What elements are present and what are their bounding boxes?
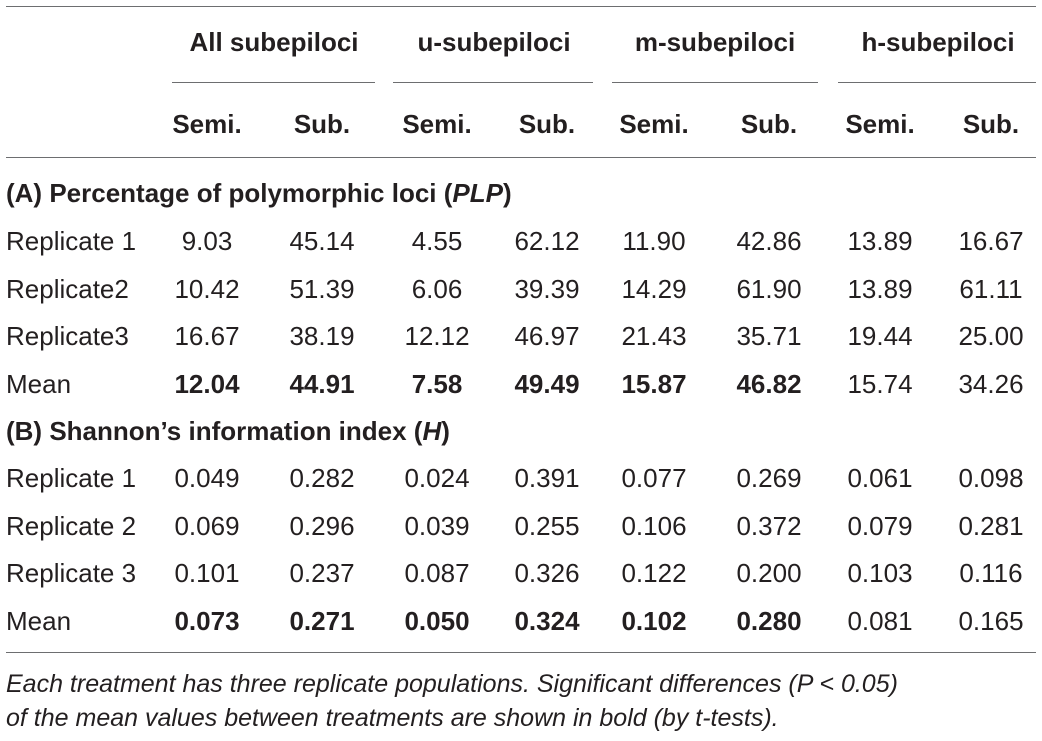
- table-cell: 0.122: [621, 558, 687, 588]
- row-label: Mean: [6, 368, 72, 399]
- subcolumn-header: Sub.: [518, 109, 576, 139]
- table-cell: 4.55: [411, 226, 463, 256]
- table-cell: 0.255: [514, 510, 580, 541]
- subcolumn-header: Semi.: [619, 109, 689, 139]
- table-cell: 16.67: [174, 321, 240, 351]
- bottom-rule: [6, 652, 1036, 653]
- table-cell: 0.102: [621, 605, 687, 636]
- table-cell: 0.098: [958, 463, 1024, 493]
- table-cell: 15.87: [621, 368, 687, 399]
- table-cell: 13.89: [847, 273, 913, 304]
- section-heading: (A) Percentage of polymorphic loci (PLP): [6, 178, 512, 208]
- table-cell: 0.087: [404, 558, 470, 588]
- table-cell: 0.200: [736, 558, 802, 588]
- subcolumn-header: Sub.: [293, 109, 351, 139]
- table-cell: 0.106: [621, 510, 687, 541]
- footnote-line-1: Each treatment has three replicate popul…: [6, 670, 898, 698]
- table-cell: 12.12: [404, 321, 470, 351]
- table-cell: 12.04: [174, 368, 240, 399]
- table-cell: 39.39: [514, 273, 580, 304]
- subcolumn-header: Sub.: [962, 109, 1020, 139]
- table-cell: 46.97: [514, 321, 580, 351]
- row-label: Replicate 2: [6, 510, 137, 541]
- table-cell: 38.19: [289, 321, 355, 351]
- group-header: u-subepiloci: [417, 27, 571, 57]
- table-cell: 7.58: [411, 368, 463, 399]
- row-label: Replicate 1: [6, 226, 137, 256]
- group-rule-h: [838, 82, 1036, 83]
- table-cell: 0.271: [289, 605, 355, 636]
- table-cell: 0.079: [847, 510, 913, 541]
- table-cell: 61.11: [959, 273, 1023, 304]
- table-cell: 0.326: [514, 558, 580, 588]
- group-header: m-subepiloci: [634, 27, 796, 57]
- table-cell: 46.82: [736, 368, 802, 399]
- table-cell: 0.061: [847, 463, 913, 493]
- table-cell: 0.101: [174, 558, 240, 588]
- table-cell: 0.280: [736, 605, 802, 636]
- table-cell: 11.90: [622, 226, 686, 256]
- table-cell: 13.89: [847, 226, 913, 256]
- table-cell: 34.26: [958, 368, 1024, 399]
- group-rule-u: [393, 82, 593, 83]
- table-cell: 0.077: [621, 463, 687, 493]
- table-cell: 61.90: [736, 273, 802, 304]
- table-cell: 0.073: [174, 605, 240, 636]
- table-cell: 0.116: [959, 558, 1023, 588]
- top-rule: [6, 6, 1036, 7]
- table-cell: 0.039: [404, 510, 470, 541]
- table-cell: 42.86: [736, 226, 802, 256]
- group-rule-all: [172, 82, 375, 83]
- group-header: h-subepiloci: [861, 27, 1015, 57]
- group-rule-m: [612, 82, 818, 83]
- table-cell: 0.049: [174, 463, 240, 493]
- table-cell: 0.269: [736, 463, 802, 493]
- table-cell: 10.42: [174, 273, 240, 304]
- subcolumn-header: Semi.: [402, 109, 472, 139]
- table-cell: 0.391: [514, 463, 580, 493]
- table-cell: 0.237: [289, 558, 355, 588]
- row-label: Replicate 1: [6, 463, 137, 493]
- table-cell: 0.372: [736, 510, 802, 541]
- table-cell: 14.29: [621, 273, 687, 304]
- table-cell: 0.296: [289, 510, 355, 541]
- row-label: Mean: [6, 605, 72, 636]
- table-cell: 35.71: [736, 321, 802, 351]
- table-cell: 51.39: [289, 273, 355, 304]
- subcolumn-header: Semi.: [172, 109, 242, 139]
- table-cell: 0.069: [174, 510, 240, 541]
- table-cell: 62.12: [514, 226, 580, 256]
- table-cell: 19.44: [847, 321, 913, 351]
- table-cell: 0.282: [289, 463, 355, 493]
- table-cell: 15.74: [847, 368, 913, 399]
- subcolumn-header: Semi.: [845, 109, 915, 139]
- table-cell: 0.050: [404, 605, 470, 636]
- table-cell: 25.00: [958, 321, 1024, 351]
- table-cell: 44.91: [289, 368, 355, 399]
- row-label: Replicate2: [6, 273, 129, 304]
- table-cell: 6.06: [411, 273, 463, 304]
- header-rule: [6, 157, 1036, 158]
- table-cell: 0.024: [404, 463, 470, 493]
- table-cell: 9.03: [181, 226, 233, 256]
- group-header: All subepiloci: [189, 27, 359, 57]
- table-cell: 0.081: [847, 605, 913, 636]
- table-cell: 0.281: [958, 510, 1024, 541]
- row-label: Replicate3: [6, 321, 129, 351]
- table-cell: 45.14: [289, 226, 355, 256]
- table-cell: 49.49: [514, 368, 580, 399]
- footnote-line-2: of the mean values between treatments ar…: [6, 704, 779, 732]
- section-heading: (B) Shannon’s information index (H): [6, 416, 450, 446]
- table-cell: 16.67: [958, 226, 1024, 256]
- table-cell: 0.103: [847, 558, 913, 588]
- table-cell: 21.43: [621, 321, 687, 351]
- table-footnote: Each treatment has three replicate popul…: [6, 667, 898, 735]
- table-cell: 0.165: [958, 605, 1024, 636]
- row-label: Replicate 3: [6, 558, 137, 588]
- table-cell: 0.324: [514, 605, 580, 636]
- subcolumn-header: Sub.: [740, 109, 798, 139]
